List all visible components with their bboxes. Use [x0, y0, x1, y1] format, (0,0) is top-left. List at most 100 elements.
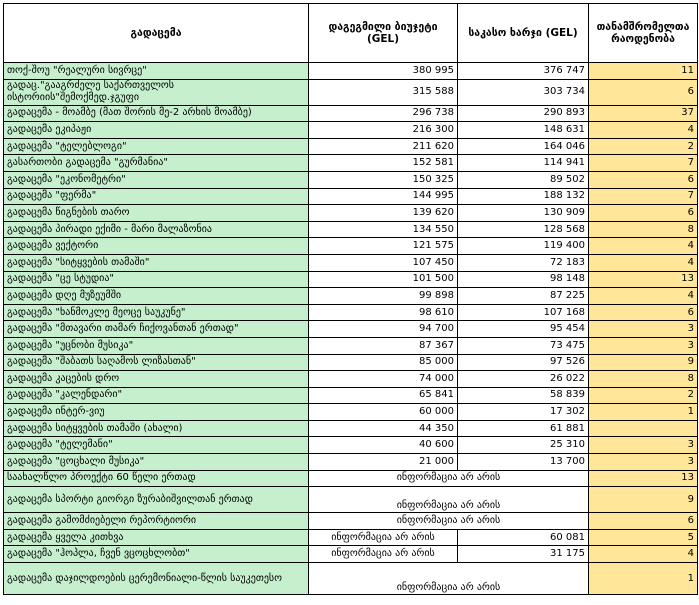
staff-count-cell: 1 [588, 562, 698, 596]
program-name-cell: გადაცემა "ცოცხალი მუსიკა" [3, 453, 309, 471]
budget-cell: 296 738 [308, 104, 458, 123]
budget-cell: 74 000 [308, 370, 458, 388]
table-row: გადაცემა "უცნობი მუსიკა" 87 367 73 475 3 [3, 336, 698, 355]
table-row: გადაცემა "ხანმოკლე მეოცე საუკუნე" 98 610 1… [3, 303, 698, 322]
staff-count-cell: 13 [588, 469, 698, 488]
table-row: გადაცემა კაცების დრო 74 000 26 022 8 [3, 370, 698, 388]
program-name-cell: გადაცემა წიგნების თარო [3, 204, 309, 222]
table-row: გადაცემა "სიტყვების თამაში" 107 450 72 183… [3, 253, 698, 272]
expense-cell: 303 734 [457, 78, 589, 106]
staff-count-cell: 8 [588, 220, 698, 239]
program-name-cell: გადაცემა დაჯილდოების ცერემონიალი-წლის სა… [3, 562, 309, 596]
table-row: გადაცემა "ჰოპლა, ჩვენ ვცოცხლობთ" ინფორმაც… [3, 545, 698, 564]
program-name-cell: გადაცემა - მოამბე (მათ შორის მე-2 არხის … [3, 104, 309, 123]
staff-count-cell: 4 [588, 545, 698, 564]
expense-cell: 164 046 [457, 137, 589, 156]
expense-cell: 17 302 [457, 403, 589, 421]
expense-cell: 73 475 [457, 336, 589, 355]
budget-cell: 144 995 [308, 187, 458, 206]
table-body: თოქ-შოუ "რეალური სივრცე" 380 995 376 747 11… [3, 62, 698, 596]
program-name-cell: თოქ-შოუ "რეალური სივრცე" [3, 62, 309, 80]
staff-count-cell: 6 [588, 78, 698, 106]
table-row: გადაცემა "ტელემანი" 40 600 25 310 3 [3, 436, 698, 455]
header-expense: საკასო ხარჯი (GEL) [457, 3, 589, 63]
budget-cell: 101 500 [308, 270, 458, 289]
header-row: გადაცემა დაგეგმილი ბიუჯეტი (GEL) საკასო … [3, 3, 698, 63]
table-row: გადაცემა "ფერმა" 144 995 188 132 7 [3, 187, 698, 206]
staff-count-cell: 9 [588, 486, 698, 514]
staff-count-cell: 7 [588, 154, 698, 172]
table-row: გადაცემა პირადი ექიმი - მარი მალაზონია 13… [3, 220, 698, 239]
staff-count-cell: 9 [588, 353, 698, 372]
expense-cell: 31 175 [457, 545, 589, 564]
program-name-cell: გადაცემა სიტყვების თამაში (ახალი) [3, 419, 309, 438]
expense-cell: 290 893 [457, 104, 589, 123]
budget-cell: 315 588 [308, 78, 458, 106]
table-row: გადაცემა ინტერ-ვიუ 60 000 17 302 1 [3, 403, 698, 421]
program-name-cell: გადაცემა კაცების დრო [3, 370, 309, 388]
staff-count-cell: 6 [588, 170, 698, 189]
budget-cell: 107 450 [308, 253, 458, 272]
budget-cell: 211 620 [308, 137, 458, 156]
table-row: გადაცემა სპორტი გიორგი ზურაბიშვილთან ერთ… [3, 486, 698, 514]
table-row: გასართობი გადაცემა "გურმანია" 152 581 114 … [3, 154, 698, 172]
staff-count-cell: 4 [588, 121, 698, 139]
expense-cell: 114 941 [457, 154, 589, 172]
staff-count-cell: 6 [588, 204, 698, 222]
expense-cell: 107 168 [457, 303, 589, 322]
program-name-cell: გადაც."გააგრძელე საქართველოს ისტორიის"შე… [3, 78, 309, 106]
staff-count-cell: 1 [588, 403, 698, 421]
table-row: გადაცემა გამომძიებელი რეპორტიორი ინფორმაც… [3, 512, 698, 530]
table-row: გადაცემა "ცე სტუდია" 101 500 98 148 13 [3, 270, 698, 289]
program-name-cell: საახალწლო პროექტი 60 წელი ერთად [3, 469, 309, 488]
program-name-cell: გადაცემა სპორტი გიორგი ზურაბიშვილთან ერთ… [3, 486, 309, 514]
no-info-cell: ინფორმაცია არ არის [308, 512, 589, 530]
expense-cell: 95 454 [457, 320, 589, 338]
program-name-cell: გადაცემა ვექტორი [3, 237, 309, 255]
staff-count-cell: 8 [588, 370, 698, 388]
table-row: გადაცემა დაჯილდოების ცერემონიალი-წლის სა… [3, 562, 698, 596]
budget-table: გადაცემა დაგეგმილი ბიუჯეტი (GEL) საკასო … [3, 3, 698, 596]
program-name-cell: გადაცემა "ხანმოკლე მეოცე საუკუნე" [3, 303, 309, 322]
expense-cell: 61 881 [457, 419, 589, 438]
program-name-cell: გადაცემა "სიტყვების თამაში" [3, 253, 309, 272]
expense-cell: 58 839 [457, 386, 589, 405]
program-name-cell: გადაცემა ყველა კითხვა [3, 528, 309, 547]
program-name-cell: გადაცემა ინტერ-ვიუ [3, 403, 309, 421]
expense-cell: 376 747 [457, 62, 589, 80]
no-info-cell: ინფორმაცია არ არის [308, 528, 458, 547]
expense-cell: 97 526 [457, 353, 589, 372]
staff-count-cell: 2 [588, 386, 698, 405]
staff-count-cell: 4 [588, 253, 698, 272]
staff-count-cell: 3 [588, 336, 698, 355]
staff-count-cell: 3 [588, 436, 698, 455]
budget-cell: 87 367 [308, 336, 458, 355]
expense-cell: 128 568 [457, 220, 589, 239]
expense-cell: 89 502 [457, 170, 589, 189]
staff-count-cell: 7 [588, 187, 698, 206]
budget-cell: 85 000 [308, 353, 458, 372]
table-row: გადაცემა "კალენდარი" 65 841 58 839 2 [3, 386, 698, 405]
budget-cell: 380 995 [308, 62, 458, 80]
budget-cell: 65 841 [308, 386, 458, 405]
staff-count-cell: 5 [588, 528, 698, 547]
table-row: გადაცემა ვექტორი 121 575 119 400 4 [3, 237, 698, 255]
budget-cell: 152 581 [308, 154, 458, 172]
table-row: გადაცემა "ტელებლოგი" 211 620 164 046 2 [3, 137, 698, 156]
budget-cell: 21 000 [308, 453, 458, 471]
program-name-cell: გადაცემა გამომძიებელი რეპორტიორი [3, 512, 309, 530]
table-row: გადაცემა წიგნების თარო 139 620 130 909 6 [3, 204, 698, 222]
program-name-cell: გადაცემა დღე მუზეუმში [3, 287, 309, 305]
program-name-cell: გადაცემა "კალენდარი" [3, 386, 309, 405]
staff-count-cell: 6 [588, 303, 698, 322]
staff-count-cell: 2 [588, 137, 698, 156]
expense-cell: 13 700 [457, 453, 589, 471]
staff-count-cell: 3 [588, 453, 698, 471]
staff-count-cell: 11 [588, 62, 698, 80]
header-staff: თანამშრომელთა რაოდენობა [588, 3, 698, 63]
expense-cell: 25 310 [457, 436, 589, 455]
table-row: გადაცემა "ეკონომეტრი" 150 325 89 502 6 [3, 170, 698, 189]
no-info-cell: ინფორმაცია არ არის [308, 562, 589, 596]
expense-cell: 72 183 [457, 253, 589, 272]
table-row: გადაცემა "შაბათს საღამოს ლიზასთან" 85 000… [3, 353, 698, 372]
